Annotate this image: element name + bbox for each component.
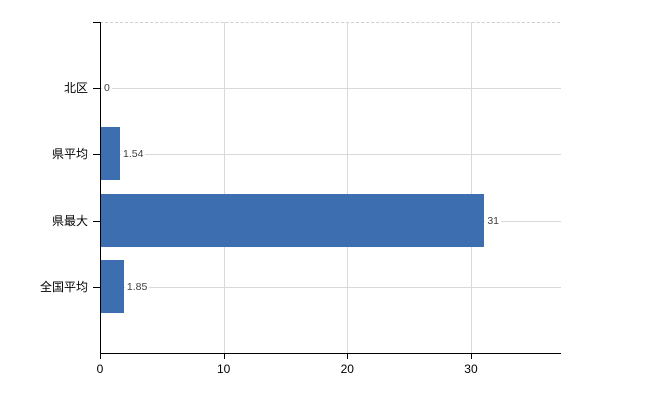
value-label: 31 [485, 213, 502, 228]
x-axis-tick [100, 354, 101, 359]
y-axis-tick [93, 154, 100, 156]
x-tick-label: 20 [340, 362, 354, 376]
value-label: 0 [102, 81, 112, 96]
category-label: 全国平均 [39, 279, 88, 294]
y-axis-tick [93, 220, 100, 222]
h-gridline [101, 286, 561, 288]
category-label: 県最大 [51, 213, 88, 228]
value-label: 1.85 [124, 279, 150, 294]
plot-top-border [100, 22, 560, 23]
x-axis-tick [347, 354, 349, 359]
x-axis-tick [470, 354, 472, 359]
y-axis-tick [93, 88, 100, 90]
x-axis-line [100, 353, 561, 354]
y-axis-top-tick [93, 22, 100, 23]
v-gridline [223, 22, 225, 353]
category-label: 県平均 [51, 147, 88, 162]
x-axis-tick [223, 354, 225, 359]
plot-area [100, 22, 560, 353]
value-label: 1.54 [121, 147, 146, 162]
category-label: 北区 [63, 81, 88, 96]
y-axis-tick [93, 286, 100, 288]
bar [101, 259, 124, 313]
bar [101, 193, 485, 247]
v-gridline [347, 22, 349, 353]
h-gridline [101, 88, 561, 90]
x-tick-label: 30 [464, 362, 478, 376]
x-tick-label: 10 [216, 362, 231, 376]
v-gridline [470, 22, 472, 353]
h-gridline [101, 154, 561, 156]
bar [101, 127, 121, 181]
x-tick-label: 0 [96, 362, 104, 376]
y-axis-line [100, 22, 101, 353]
